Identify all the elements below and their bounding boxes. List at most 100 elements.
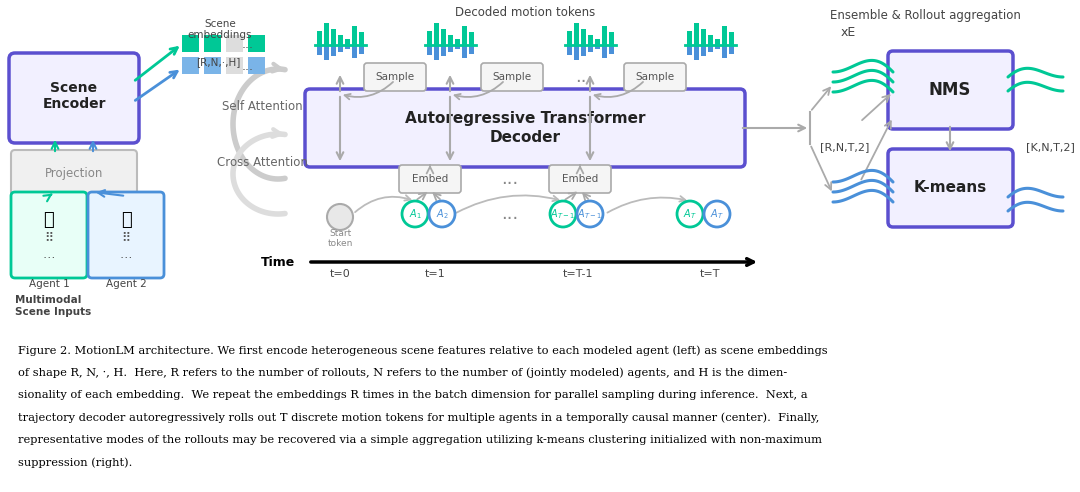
Bar [581, 45, 585, 56]
Text: ⠿: ⠿ [121, 232, 131, 245]
Text: K-means: K-means [914, 181, 987, 195]
Text: …: … [120, 248, 132, 262]
Bar [602, 26, 607, 45]
Bar [701, 45, 705, 56]
Text: xE: xE [840, 26, 855, 38]
Bar [330, 45, 336, 56]
Text: [K,N,T,2]: [K,N,T,2] [1026, 142, 1075, 152]
Text: Sample: Sample [376, 72, 415, 82]
Bar [359, 45, 364, 54]
Bar [567, 45, 571, 55]
Bar [204, 35, 221, 52]
Text: Cross Attention: Cross Attention [217, 155, 308, 168]
Text: Self Attention: Self Attention [221, 100, 302, 114]
Text: Scene: Scene [204, 19, 235, 29]
Text: ...: ... [501, 205, 518, 223]
Text: t=T: t=T [700, 269, 720, 279]
Text: ⠿: ⠿ [44, 232, 54, 245]
Bar [345, 39, 350, 45]
Text: ...: ... [576, 68, 593, 86]
Bar [226, 57, 243, 74]
Bar [455, 45, 459, 49]
Text: $A_T$: $A_T$ [711, 207, 724, 221]
Text: trajectory decoder autoregressively rolls out T discrete motion tokens for multi: trajectory decoder autoregressively roll… [18, 412, 820, 423]
FancyBboxPatch shape [9, 53, 139, 143]
Bar [608, 32, 613, 45]
Bar [441, 45, 446, 56]
Text: Sample: Sample [492, 72, 531, 82]
Bar [461, 26, 467, 45]
Bar [588, 35, 593, 45]
Bar [248, 35, 265, 52]
Bar [324, 45, 328, 60]
Bar [433, 45, 438, 60]
Text: $A_1$: $A_1$ [408, 207, 421, 221]
Text: $A_{T-1}$: $A_{T-1}$ [578, 207, 603, 221]
Circle shape [704, 201, 730, 227]
Bar [441, 29, 446, 45]
Text: token: token [327, 240, 353, 248]
Bar [729, 45, 733, 54]
FancyBboxPatch shape [888, 51, 1013, 129]
Bar [469, 32, 473, 45]
Bar [693, 23, 699, 45]
Text: t=0: t=0 [329, 269, 350, 279]
Text: Autoregressive Transformer: Autoregressive Transformer [405, 112, 645, 126]
FancyBboxPatch shape [87, 192, 164, 278]
Text: Decoder: Decoder [489, 130, 561, 146]
Bar [248, 57, 265, 74]
Bar [721, 26, 727, 45]
Bar [602, 45, 607, 58]
Bar [337, 35, 342, 45]
Text: [R,N,T,2]: [R,N,T,2] [821, 142, 869, 152]
Circle shape [577, 201, 603, 227]
FancyBboxPatch shape [305, 89, 745, 167]
Bar [461, 45, 467, 58]
Bar [324, 23, 328, 45]
Text: embeddings: embeddings [188, 30, 253, 40]
Bar [707, 45, 713, 52]
Bar [447, 45, 453, 52]
Text: t=T-1: t=T-1 [563, 269, 593, 279]
Text: Start: Start [329, 229, 351, 239]
Text: ...: ... [242, 60, 254, 72]
Bar [567, 31, 571, 45]
Bar [183, 35, 199, 52]
Text: Time: Time [260, 255, 295, 269]
FancyBboxPatch shape [364, 63, 426, 91]
Text: Encoder: Encoder [42, 97, 106, 111]
Bar [693, 45, 699, 60]
Text: Embed: Embed [562, 174, 598, 184]
Bar [447, 35, 453, 45]
Text: of shape R, N, ·, H.  Here, R refers to the number of rollouts, N refers to the : of shape R, N, ·, H. Here, R refers to t… [18, 368, 787, 378]
Bar [226, 35, 243, 52]
Text: sionality of each embedding.  We repeat the embeddings R times in the batch dime: sionality of each embedding. We repeat t… [18, 390, 808, 400]
Bar [687, 45, 691, 55]
Text: Projection: Projection [44, 166, 104, 180]
Text: Decoded motion tokens: Decoded motion tokens [455, 5, 595, 19]
Text: Embed: Embed [411, 174, 448, 184]
Text: …: … [43, 248, 55, 262]
Bar [359, 32, 364, 45]
Text: Figure 2. MotionLM architecture. We first encode heterogeneous scene features re: Figure 2. MotionLM architecture. We firs… [18, 345, 827, 356]
Bar [337, 45, 342, 52]
Circle shape [402, 201, 428, 227]
Bar [316, 45, 322, 55]
Bar [351, 45, 356, 58]
Circle shape [327, 204, 353, 230]
FancyBboxPatch shape [888, 149, 1013, 227]
Text: [R,N,·,H]: [R,N,·,H] [195, 57, 240, 67]
Text: t=1: t=1 [424, 269, 445, 279]
Text: representative modes of the rollouts may be recovered via a simple aggregation u: representative modes of the rollouts may… [18, 435, 822, 445]
FancyBboxPatch shape [399, 165, 461, 193]
Text: Ensemble & Rollout aggregation: Ensemble & Rollout aggregation [829, 8, 1021, 22]
Bar [351, 26, 356, 45]
Bar [729, 32, 733, 45]
Bar [204, 57, 221, 74]
Text: Agent 2: Agent 2 [106, 279, 147, 289]
Bar [701, 29, 705, 45]
FancyBboxPatch shape [624, 63, 686, 91]
Text: ...: ... [242, 37, 254, 51]
Text: ...: ... [501, 170, 518, 188]
Circle shape [550, 201, 576, 227]
